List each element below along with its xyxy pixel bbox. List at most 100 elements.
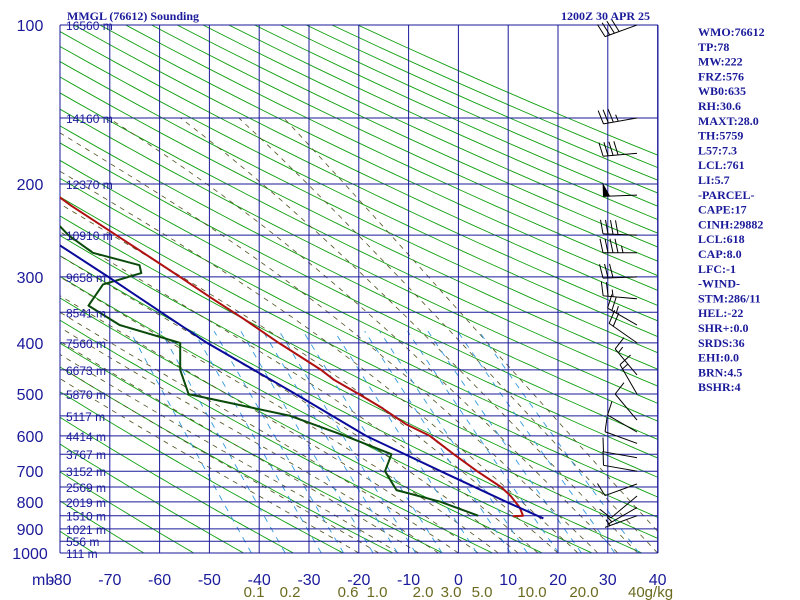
mixing-ratio-label: 20.0 (569, 584, 598, 600)
pressure-unit-label: mb (32, 572, 54, 589)
height-label: 4414 m (66, 430, 106, 444)
moist-adiabat (60, 327, 439, 553)
height-label: 3767 m (66, 448, 106, 462)
sounding-index: WMO:76612 (698, 25, 765, 39)
mixing-ratio-line (262, 330, 398, 553)
wind-barb (602, 450, 638, 472)
mixing-ratio-line (129, 330, 252, 553)
height-label: 5117 m (66, 410, 105, 424)
temperature-tick-label: 0 (454, 572, 463, 589)
temperature-tick-label: -80 (48, 572, 71, 589)
mixing-ratio-label: 3.0 (441, 584, 462, 600)
height-label: 1510 m (66, 510, 106, 524)
wind-barb (614, 337, 638, 376)
pressure-tick-label: 800 (17, 495, 44, 512)
chart-title: MMGL (76612) Sounding (67, 9, 199, 23)
wind-barb (597, 108, 638, 125)
sounding-index: LCL:761 (698, 158, 745, 172)
wind-barb (607, 401, 638, 433)
height-label: 9658 m (66, 271, 106, 285)
wind-barb (606, 507, 638, 525)
sounding-index: TH:5759 (698, 129, 743, 143)
mixing-ratio-label: 1.0 (367, 584, 388, 600)
sounding-index: LFC:-1 (698, 262, 736, 276)
wind-barb (602, 182, 638, 197)
pressure-tick-label: 500 (17, 387, 44, 404)
grid-lines (59, 24, 659, 554)
sounding-index: LI:5.7 (698, 173, 730, 187)
wind-barb (607, 294, 638, 326)
mixing-ratio-label: 5.0 (472, 584, 493, 600)
sounding-index: STM:286/11 (698, 291, 761, 305)
mixing-ratio-line (457, 330, 616, 553)
height-label: 5870 m (66, 388, 106, 402)
wind-barb (597, 19, 638, 38)
mixing-ratio-unit: 40g/kg (628, 584, 673, 600)
moist-adiabat (60, 170, 579, 553)
mixing-ratio-line (213, 330, 344, 553)
sounding-index: RH:30.6 (698, 99, 741, 113)
temperature-tick-label: 10 (499, 572, 517, 589)
pressure-tick-label: 700 (17, 464, 44, 481)
mixing-ratio-line (478, 330, 640, 553)
sounding-index: FRZ:576 (698, 69, 744, 83)
sounding-index: SRDS:36 (698, 336, 745, 350)
pressure-tick-label: 900 (17, 522, 44, 539)
mixing-ratio-line (160, 330, 286, 553)
moist-adiabat (238, 117, 658, 553)
sounding-index: CAP:8.0 (698, 247, 742, 261)
moist-adiabat (60, 353, 399, 553)
temperature-tick-label: 30 (599, 572, 617, 589)
mixing-ratio-line (193, 330, 322, 553)
temperature-tick-label: -20 (347, 572, 370, 589)
sounding-index: HEL:-22 (698, 306, 743, 320)
sounding-index: TP:78 (698, 40, 729, 54)
temperature-tick-label: -10 (397, 572, 420, 589)
height-label: 1021 m (66, 523, 106, 537)
wind-barb (602, 437, 638, 459)
sounding-index: BSHR:4 (698, 380, 741, 394)
parcel-trace (60, 244, 544, 520)
height-label: 2019 m (66, 496, 106, 510)
temperature-tick-label: -50 (198, 572, 221, 589)
wind-barb (619, 354, 638, 395)
moist-adiabat (60, 203, 559, 553)
wind-barb (599, 263, 638, 279)
height-label: 12370 m (66, 178, 113, 192)
mixing-ratio-label: 0.1 (244, 584, 265, 600)
pressure-tick-label: 200 (17, 177, 44, 194)
dewpoint-trace (60, 224, 479, 517)
sounding-index: MAXT:28.0 (698, 114, 759, 128)
chart-time: 1200Z 30 APR 25 (561, 9, 650, 23)
height-label: 14160 m (66, 112, 113, 126)
height-label: 2569 m (66, 481, 106, 495)
traces (60, 196, 544, 520)
sounding-index: SHR+:0.0 (698, 321, 749, 335)
height-label: 8541 m (66, 306, 106, 320)
temperature-tick-label: -60 (148, 572, 171, 589)
temperature-tick-label: -40 (248, 572, 271, 589)
temperature-trace (60, 196, 524, 518)
temperature-tick-label: -30 (297, 572, 320, 589)
height-label: 3152 m (66, 465, 106, 479)
wind-barb (597, 483, 638, 497)
sounding-indices: WMO:76612TP:78MW:222FRZ:576WB0:635RH:30.… (698, 25, 765, 394)
mixing-ratio-label: 0.2 (280, 584, 301, 600)
mixing-ratio-line (302, 330, 443, 553)
wind-barb (599, 238, 637, 254)
sounding-index: -WIND- (698, 277, 740, 291)
height-label: 111 m (66, 547, 98, 561)
pressure-tick-label: 300 (17, 270, 44, 287)
mixing-ratio-label: 2.0 (413, 584, 434, 600)
sounding-index: CAPE:17 (698, 203, 747, 217)
wind-barb (604, 515, 638, 528)
pressure-tick-label: 1000 (12, 546, 48, 563)
pressure-tick-label: 100 (17, 18, 44, 35)
sounding-index: BRN:4.5 (698, 365, 742, 379)
mixing-ratio-label: 0.6 (338, 584, 359, 600)
pressure-tick-label: 400 (17, 336, 44, 353)
mixing-ratio-line (334, 330, 478, 553)
